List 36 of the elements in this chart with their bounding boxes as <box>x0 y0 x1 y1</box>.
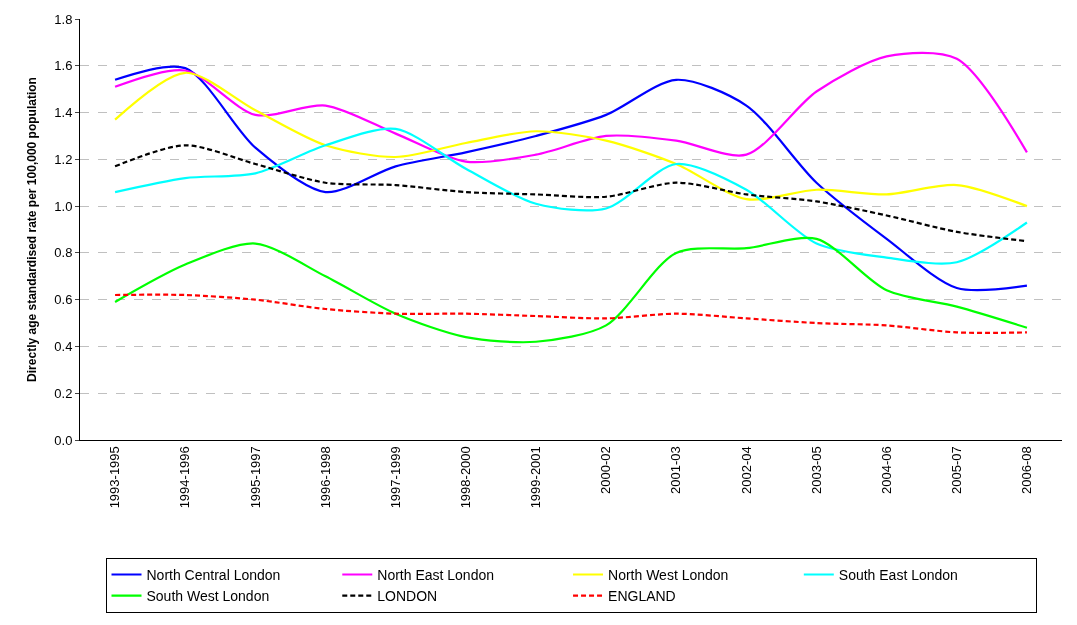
x-tick-label: 2002-04 <box>738 446 754 494</box>
y-tick-label: 1.4 <box>54 105 73 121</box>
legend-label: North East London <box>377 566 495 583</box>
x-tick-label: 2005-07 <box>949 446 965 494</box>
legend-label: North West London <box>608 566 729 583</box>
y-tick-label: 1.2 <box>54 151 73 167</box>
x-tick-label: 2003-05 <box>808 446 824 494</box>
x-tick-label: 2006-08 <box>1019 446 1035 494</box>
x-tick-label: 2004-06 <box>878 446 894 494</box>
y-tick-label: 0.6 <box>54 292 73 308</box>
x-tick-label: 1995-1997 <box>247 446 263 509</box>
legend-label: South East London <box>838 566 958 583</box>
y-axis-title: Directly age standardised rate per 100,000 population <box>24 77 39 382</box>
x-tick-label: 1998-2000 <box>458 446 474 509</box>
x-tick-label: 1999-2001 <box>528 446 544 509</box>
y-tick-label: 1.0 <box>54 198 73 214</box>
line-series <box>113 293 1029 334</box>
x-tick-label: 1993-1995 <box>107 446 123 509</box>
x-tick-label: 1994-1996 <box>177 446 193 509</box>
x-tick-label: 2001-03 <box>668 446 684 494</box>
x-tick-label: 2000-02 <box>598 446 614 494</box>
y-tick-label: 0.4 <box>54 338 73 354</box>
line-series <box>113 236 1029 344</box>
legend-label: North Central London <box>146 566 281 583</box>
line-series <box>113 127 1029 265</box>
legend-label: ENGLAND <box>608 588 676 605</box>
y-tick-label: 0.2 <box>54 385 73 401</box>
y-tick-label: 1.6 <box>54 58 73 74</box>
y-tick-label: 0.8 <box>54 245 73 261</box>
legend-label: LONDON <box>377 588 438 605</box>
x-tick-label: 1996-1998 <box>317 446 333 509</box>
y-tick-label: 0.0 <box>54 432 73 448</box>
legend-label: South West London <box>146 588 270 605</box>
y-tick-label: 1.8 <box>54 11 73 27</box>
line-series <box>113 71 1029 208</box>
x-tick-label: 1997-1999 <box>387 446 403 509</box>
